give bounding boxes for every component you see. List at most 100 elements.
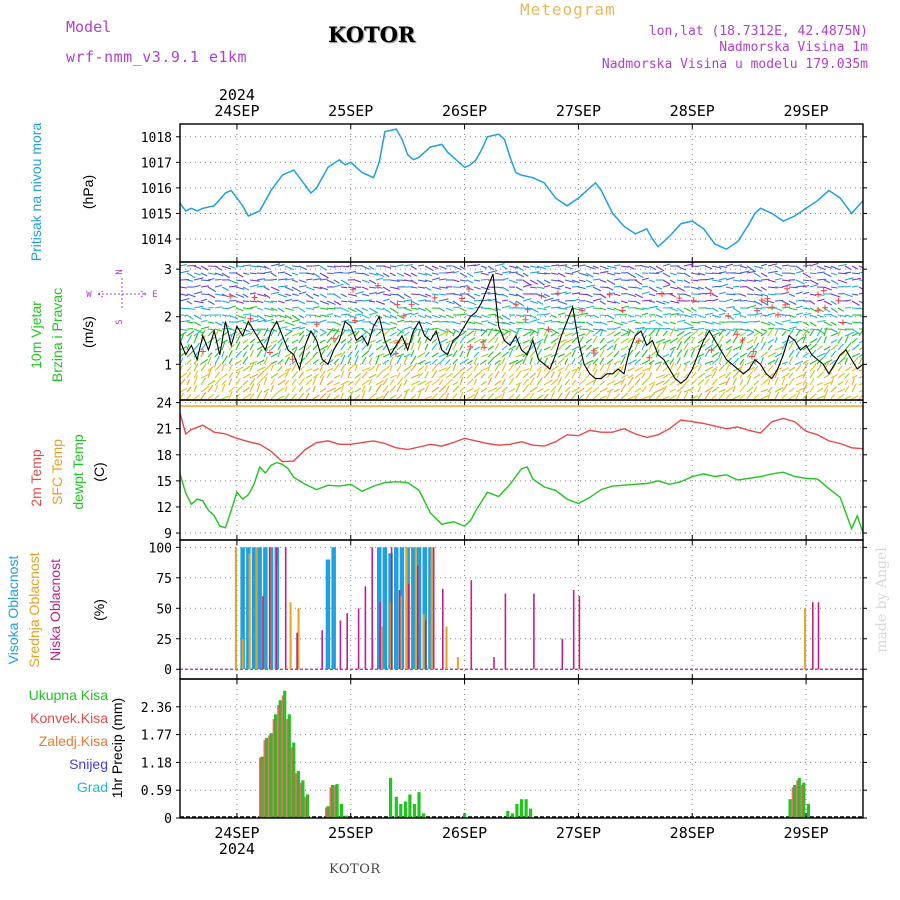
temp2m-ylabel: 2m Temp <box>28 449 44 507</box>
total-precip-bar <box>340 803 344 818</box>
compass-s: S <box>115 319 125 324</box>
x-tick-label-bottom: 24SEP <box>214 824 259 842</box>
panel-background <box>180 124 863 262</box>
high-cloud-bar <box>325 559 331 670</box>
total-precip-bar <box>422 813 426 818</box>
low-cloud-bar <box>321 630 323 670</box>
conv-precip-bar <box>281 695 284 818</box>
conv-precip-bar <box>290 747 293 818</box>
low-cloud-bar <box>284 547 287 670</box>
low-cloud-bar <box>817 602 820 670</box>
y-tick-label: 12 <box>156 501 172 516</box>
total-precip-bar <box>412 803 417 818</box>
low-cloud-bar <box>578 596 581 670</box>
mid-cloud-bar <box>255 547 258 670</box>
total-precip-bar <box>797 777 801 818</box>
high-cloud-bar <box>382 547 388 670</box>
total-precip-bar <box>335 784 339 818</box>
x-tick-label-bottom: 29SEP <box>784 824 829 842</box>
model-label: Model <box>66 18 112 36</box>
total-precip-bar <box>519 799 524 818</box>
wind-unit: (m/s) <box>80 316 96 348</box>
total-precip-bar <box>506 810 510 818</box>
product-title: Meteogram <box>520 0 616 19</box>
x-tick-label-top: 26SEP <box>442 102 487 120</box>
low-cloud-bar <box>812 602 814 670</box>
y-tick-label: 0 <box>164 663 172 678</box>
x-tick-label-top: 28SEP <box>670 102 715 120</box>
wind-barbs <box>180 262 863 400</box>
x-year-bottom: 2024 <box>219 840 255 858</box>
panel-background <box>180 262 863 400</box>
elevation-text: Nadmorska Visina 1m <box>719 40 868 55</box>
x-tick-label-bottom: 27SEP <box>556 824 601 842</box>
low-cloud-bar <box>262 596 264 670</box>
y-tick-label: 1018 <box>141 131 172 146</box>
conv-precip-bar <box>295 773 298 818</box>
total-precip-bar <box>403 801 407 818</box>
panel-precipitation: 0 0.59 1.18 1.77 2.36 <box>141 679 867 827</box>
conv-precip-bar <box>800 785 803 818</box>
total-precip-bar <box>305 794 310 818</box>
high-cloud-ylabel: Visoka Oblacnost <box>5 556 21 665</box>
low-cloud-bar <box>371 547 373 670</box>
total-precip-bar <box>389 777 393 818</box>
panel-temperature: 9 12 15 18 21 24 <box>156 397 867 542</box>
mid-cloud-ylabel: Srednja Oblacnost <box>26 552 42 667</box>
y-tick-label: 2.36 <box>141 701 172 716</box>
low-cloud-bar <box>533 593 535 670</box>
mid-cloud-bar <box>380 626 383 670</box>
high-cloud-bar <box>263 547 268 670</box>
low-cloud-bar <box>493 657 495 670</box>
y-tick-label: 3 <box>164 263 172 278</box>
y-tick-label: 0.59 <box>141 784 172 799</box>
low-cloud-bar <box>470 580 473 670</box>
y-tick-label: 21 <box>156 423 172 438</box>
conv-precip-bar <box>268 735 271 818</box>
mid-cloud-bar <box>456 657 459 670</box>
total-precip-bar <box>287 714 291 818</box>
total-precip-bar <box>296 770 300 818</box>
mid-cloud-bar <box>414 547 417 670</box>
total-precip-bar <box>344 815 348 818</box>
total-precip-bar <box>802 782 806 818</box>
low-cloud-bar <box>407 583 410 670</box>
compass-rose: N S W E <box>86 269 157 324</box>
total-precip-bar <box>330 785 335 818</box>
low-cloud-bar <box>417 565 419 670</box>
y-tick-label: 50 <box>156 602 172 617</box>
pressure-line <box>179 128 864 251</box>
x-tick-label-top: 25SEP <box>328 102 373 120</box>
y-tick-label: 1.77 <box>141 729 172 744</box>
y-tick-label: 1.18 <box>141 756 172 771</box>
conv-precip-bar <box>299 782 302 818</box>
mid-cloud-bar <box>234 547 237 670</box>
high-cloud-bar <box>257 547 262 670</box>
low-cloud-bar <box>390 547 393 670</box>
low-cloud-bar <box>357 608 360 670</box>
conv-precip-bar <box>277 704 280 818</box>
total-precip-bar <box>301 780 305 818</box>
legend-total-rain: Ukupna Kisa <box>29 687 109 703</box>
y-tick-label: 0 <box>164 812 172 827</box>
conv-precip-bar <box>259 757 261 818</box>
conv-precip-bar <box>791 787 794 818</box>
mid-cloud-bar <box>389 602 392 670</box>
y-tick-label: 1 <box>164 358 172 373</box>
total-precip-bar <box>326 806 330 818</box>
total-precip-bar <box>274 714 278 818</box>
conv-precip-bar <box>796 780 799 818</box>
mid-cloud-bar <box>405 547 408 670</box>
conv-precip-bar <box>334 785 337 818</box>
total-precip-bar <box>283 690 287 818</box>
low-cloud-bar <box>398 590 401 670</box>
low-cloud-bar <box>275 547 278 670</box>
temp-2m-line <box>179 412 864 463</box>
y-tick-label: 24 <box>156 397 172 412</box>
panel-clouds: 0 25 50 75 100 <box>149 540 867 679</box>
y-tick-label: 9 <box>164 527 172 542</box>
high-cloud-bar <box>240 547 245 670</box>
y-tick-label: 1015 <box>141 207 172 222</box>
